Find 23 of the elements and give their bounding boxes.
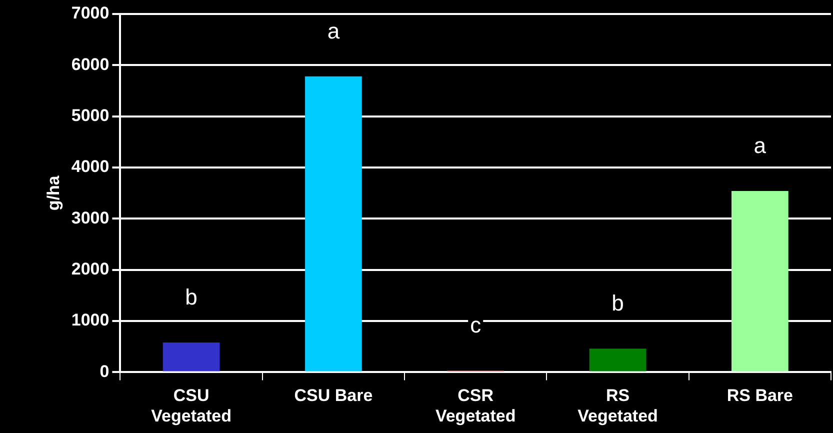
y-tick-label: 5000: [71, 106, 110, 126]
y-tick-label: 0: [100, 362, 110, 381]
bar: [162, 342, 220, 372]
bar: [731, 191, 788, 372]
data-label: c: [470, 312, 482, 338]
y-tick-label: 1000: [71, 310, 110, 330]
y-axis-title: g/ha: [44, 175, 63, 211]
y-tick-label: 7000: [71, 4, 110, 23]
bar: [589, 348, 646, 372]
x-tick-label: CSR Vegetated: [435, 386, 516, 426]
bar: [305, 76, 362, 372]
x-tick-label: CSU Bare: [294, 386, 373, 406]
y-tick-label: 2000: [71, 260, 110, 279]
y-tick-label: 3000: [71, 208, 110, 228]
data-label: b: [185, 284, 198, 310]
data-label: a: [754, 133, 767, 158]
data-label: b: [612, 290, 624, 316]
x-tick-label: RS Vegetated: [578, 386, 658, 426]
y-tick-label: 6000: [71, 54, 110, 74]
x-tick-label: CSU Vegetated: [151, 386, 232, 426]
y-tick-label: 4000: [71, 157, 110, 176]
data-label: a: [327, 18, 340, 44]
x-tick-label: RS Bare: [726, 386, 793, 406]
